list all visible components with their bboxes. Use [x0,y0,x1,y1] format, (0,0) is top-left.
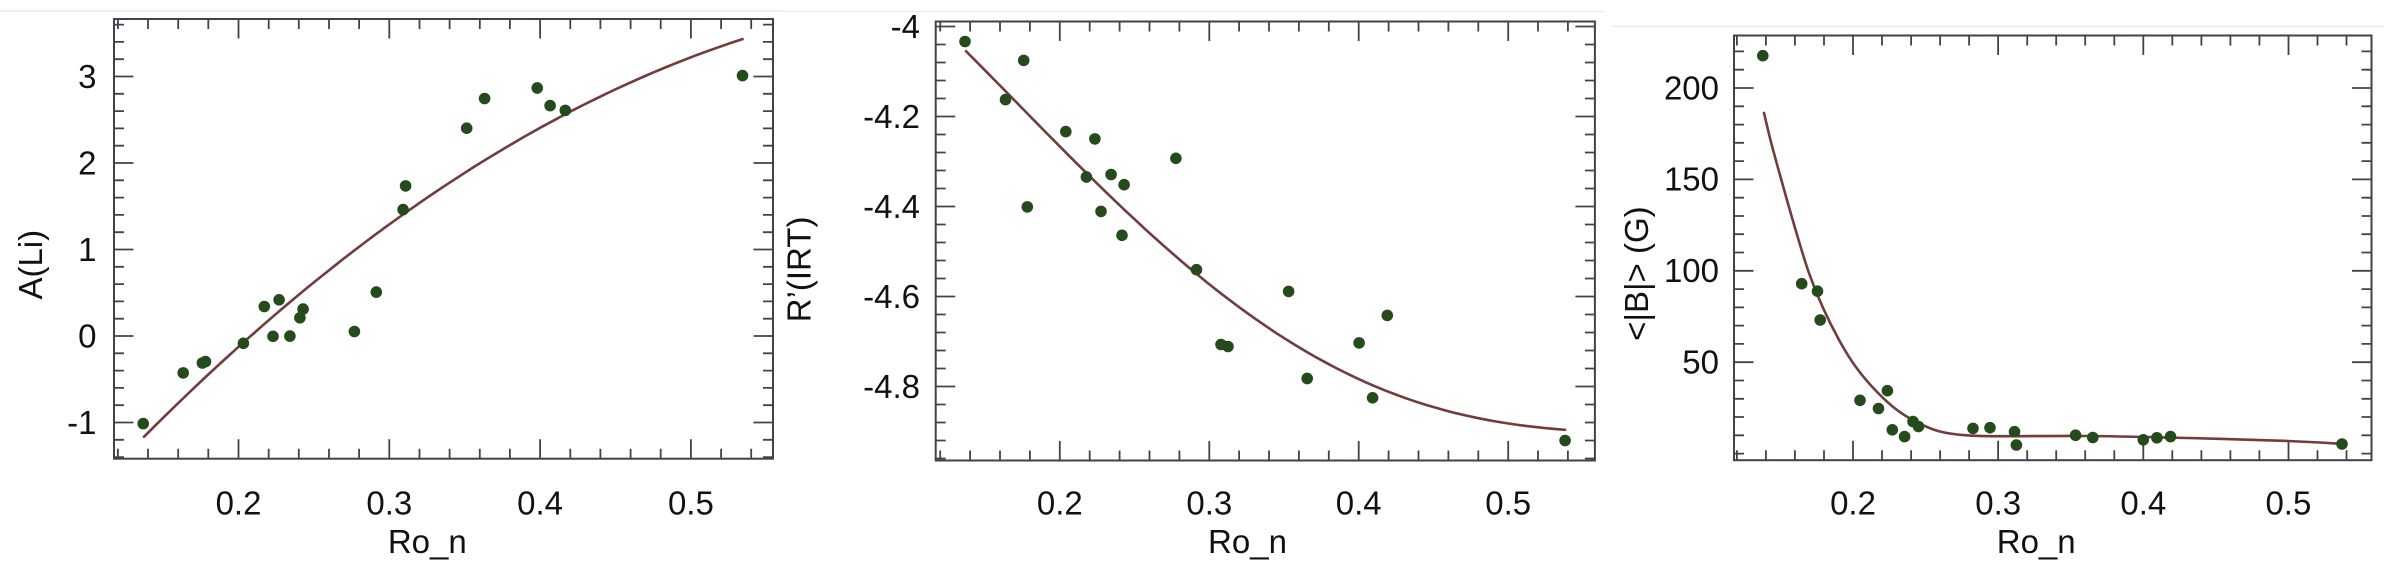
svg-text:0: 0 [78,317,96,354]
svg-text:0.4: 0.4 [1336,485,1382,522]
svg-text:0.3: 0.3 [1975,485,2021,522]
svg-text:Ro_n: Ro_n [1208,523,1287,560]
svg-text:3: 3 [78,58,96,95]
svg-text:-4.2: -4.2 [863,98,920,135]
svg-text:0.2: 0.2 [216,485,262,522]
svg-text:100: 100 [1664,252,1719,289]
svg-text:0.3: 0.3 [366,485,412,522]
svg-text:-4.8: -4.8 [863,368,920,405]
svg-text:Ro_n: Ro_n [1997,523,2076,560]
svg-text:0.4: 0.4 [517,485,563,522]
svg-text:0.3: 0.3 [1186,485,1232,522]
svg-text:0.2: 0.2 [1830,485,1876,522]
svg-text:-1: -1 [67,404,96,441]
svg-text:R’(IRT): R’(IRT) [781,217,818,323]
svg-text:-4.4: -4.4 [863,188,920,225]
svg-text:-4.6: -4.6 [863,278,920,315]
svg-text:200: 200 [1664,69,1719,106]
svg-text:<|B|> (G): <|B|> (G) [1618,206,1655,341]
svg-text:1: 1 [78,231,96,268]
svg-text:0.4: 0.4 [2120,485,2166,522]
svg-text:Ro_n: Ro_n [388,523,467,560]
svg-text:50: 50 [1682,344,1719,381]
svg-text:0.5: 0.5 [2265,485,2311,522]
svg-text:-4: -4 [891,8,920,45]
svg-text:2: 2 [78,144,96,181]
svg-text:0.2: 0.2 [1037,485,1083,522]
svg-text:A(Li): A(Li) [12,230,49,300]
svg-text:0.5: 0.5 [1485,485,1531,522]
svg-text:150: 150 [1664,161,1719,198]
svg-text:0.5: 0.5 [668,485,714,522]
